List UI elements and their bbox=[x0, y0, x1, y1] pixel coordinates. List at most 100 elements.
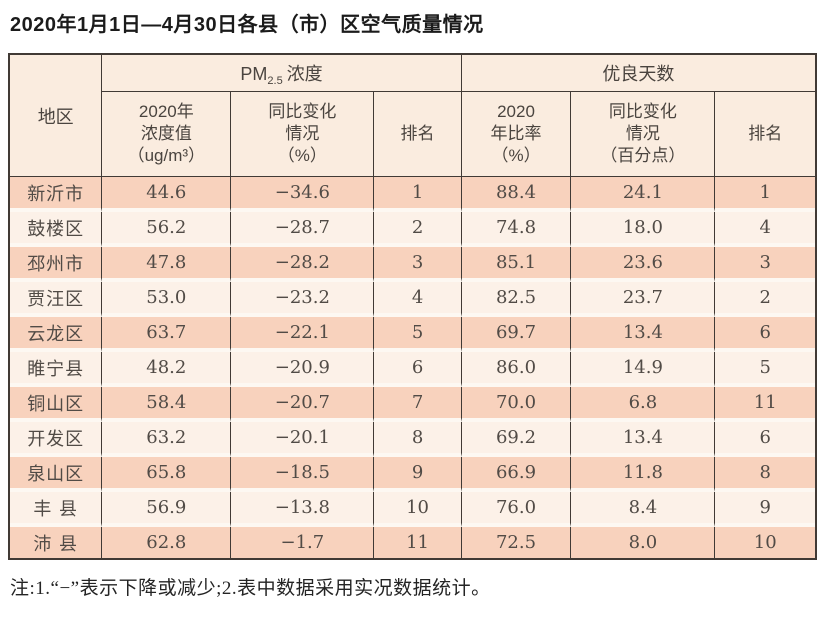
good-change-cell: 11.8 bbox=[571, 457, 716, 492]
pm25-value-cell: 62.8 bbox=[102, 527, 232, 558]
pm25-rank-cell: 8 bbox=[374, 422, 462, 457]
pm25-value-cell: 56.9 bbox=[102, 492, 232, 527]
good-change-column-header: 同比变化 情况 （百分点） bbox=[571, 92, 716, 177]
good-change-cell: 13.4 bbox=[571, 317, 716, 352]
good-rank-cell: 8 bbox=[715, 457, 815, 492]
table-row: 新沂市 44.6 −34.6 1 88.4 24.1 1 bbox=[10, 177, 815, 212]
pm25-rank-cell: 10 bbox=[374, 492, 462, 527]
region-cell: 睢宁县 bbox=[10, 352, 103, 387]
table-footnote: 注:1.“−”表示下降或减少;2.表中数据采用实况数据统计。 bbox=[10, 578, 491, 599]
table-row: 泉山区 65.8 −18.5 9 66.9 11.8 8 bbox=[10, 457, 815, 492]
pm25-value-cell: 44.6 bbox=[102, 177, 232, 212]
good-rate-cell: 69.2 bbox=[461, 422, 572, 457]
region-cell: 鼓楼区 bbox=[10, 212, 103, 247]
table-header: 地区 PM2.5 浓度 优良天数 2020年 浓度值 （ug/m³） 同比变化 情… bbox=[10, 55, 815, 177]
good-rank-cell: 2 bbox=[715, 282, 815, 317]
pm25-change-cell: −13.8 bbox=[231, 492, 375, 527]
pm25-label-prefix: PM bbox=[240, 63, 268, 84]
pm25-rank-cell: 7 bbox=[374, 387, 462, 422]
pm25-change-cell: −28.7 bbox=[231, 212, 375, 247]
region-cell: 邳州市 bbox=[10, 247, 103, 282]
good-change-cell: 18.0 bbox=[571, 212, 716, 247]
region-cell: 沛 县 bbox=[10, 527, 103, 558]
pm25-rank-cell: 4 bbox=[374, 282, 462, 317]
good-rank-cell: 10 bbox=[715, 527, 815, 558]
table-row: 沛 县 62.8 −1.7 11 72.5 8.0 10 bbox=[10, 527, 815, 558]
good-change-cell: 23.7 bbox=[571, 282, 716, 317]
region-cell: 新沂市 bbox=[10, 177, 103, 212]
good-rate-cell: 88.4 bbox=[461, 177, 572, 212]
header-sub-row: 2020年 浓度值 （ug/m³） 同比变化 情况 （%） 排名 2020 年比… bbox=[10, 92, 815, 177]
good-rank-cell: 5 bbox=[715, 352, 815, 387]
pm25-group-header: PM2.5 浓度 bbox=[102, 55, 462, 92]
pm25-rank-cell: 6 bbox=[374, 352, 462, 387]
good-rate-cell: 76.0 bbox=[461, 492, 572, 527]
pm25-rank-cell: 11 bbox=[374, 527, 462, 558]
pm25-change-cell: −20.9 bbox=[231, 352, 375, 387]
region-column-header: 地区 bbox=[10, 55, 103, 177]
good-change-cell: 8.0 bbox=[571, 527, 716, 558]
good-change-cell: 8.4 bbox=[571, 492, 716, 527]
pm25-rank-cell: 3 bbox=[374, 247, 462, 282]
pm25-rank-cell: 2 bbox=[374, 212, 462, 247]
good-rate-column-header: 2020 年比率 （%） bbox=[461, 92, 572, 177]
good-rank-cell: 11 bbox=[715, 387, 815, 422]
good-rate-cell: 70.0 bbox=[461, 387, 572, 422]
pm25-value-cell: 48.2 bbox=[102, 352, 232, 387]
pm25-value-cell: 58.4 bbox=[102, 387, 232, 422]
table-row: 丰 县 56.9 −13.8 10 76.0 8.4 9 bbox=[10, 492, 815, 527]
region-cell: 泉山区 bbox=[10, 457, 103, 492]
good-rank-cell: 6 bbox=[715, 422, 815, 457]
good-rank-cell: 3 bbox=[715, 247, 815, 282]
pm25-rank-cell: 9 bbox=[374, 457, 462, 492]
table-title: 2020年1月1日—4月30日各县（市）区空气质量情况 bbox=[10, 14, 484, 36]
region-cell: 丰 县 bbox=[10, 492, 103, 527]
region-cell: 贾汪区 bbox=[10, 282, 103, 317]
good-rank-cell: 1 bbox=[715, 177, 815, 212]
table-row: 开发区 63.2 −20.1 8 69.2 13.4 6 bbox=[10, 422, 815, 457]
pm25-change-cell: −22.1 bbox=[231, 317, 375, 352]
pm25-label-subscript: 2.5 bbox=[267, 74, 283, 87]
good-rank-cell: 4 bbox=[715, 212, 815, 247]
good-rate-cell: 69.7 bbox=[461, 317, 572, 352]
pm25-change-cell: −23.2 bbox=[231, 282, 375, 317]
region-cell: 云龙区 bbox=[10, 317, 103, 352]
good-change-cell: 6.8 bbox=[571, 387, 716, 422]
good-change-cell: 13.4 bbox=[571, 422, 716, 457]
good-rate-cell: 74.8 bbox=[461, 212, 572, 247]
table-body: 新沂市 44.6 −34.6 1 88.4 24.1 1 鼓楼区 56.2 −28.7 2 74.8 1… bbox=[10, 177, 815, 558]
pm25-change-cell: −28.2 bbox=[231, 247, 375, 282]
good-rate-cell: 85.1 bbox=[461, 247, 572, 282]
article-page: 2020年1月1日—4月30日各县（市）区空气质量情况 地区 PM2.5 浓度 优… bbox=[8, 14, 817, 599]
table-row: 贾汪区 53.0 −23.2 4 82.5 23.7 2 bbox=[10, 282, 815, 317]
good-rate-cell: 66.9 bbox=[461, 457, 572, 492]
pm25-rank-cell: 1 bbox=[374, 177, 462, 212]
good-rank-column-header: 排名 bbox=[715, 92, 815, 177]
air-quality-table: 地区 PM2.5 浓度 优良天数 2020年 浓度值 （ug/m³） 同比变化 情… bbox=[8, 53, 817, 560]
table-row: 铜山区 58.4 −20.7 7 70.0 6.8 11 bbox=[10, 387, 815, 422]
good-change-cell: 24.1 bbox=[571, 177, 716, 212]
pm25-change-cell: −20.1 bbox=[231, 422, 375, 457]
table-row: 云龙区 63.7 −22.1 5 69.7 13.4 6 bbox=[10, 317, 815, 352]
pm25-value-column-header: 2020年 浓度值 （ug/m³） bbox=[102, 92, 232, 177]
region-cell: 开发区 bbox=[10, 422, 103, 457]
table-row: 邳州市 47.8 −28.2 3 85.1 23.6 3 bbox=[10, 247, 815, 282]
pm25-rank-cell: 5 bbox=[374, 317, 462, 352]
header-group-row: 地区 PM2.5 浓度 优良天数 bbox=[10, 55, 815, 177]
pm25-value-cell: 53.0 bbox=[102, 282, 232, 317]
pm25-value-cell: 63.7 bbox=[102, 317, 232, 352]
good-rate-cell: 82.5 bbox=[461, 282, 572, 317]
good-change-cell: 23.6 bbox=[571, 247, 716, 282]
good-rate-cell: 72.5 bbox=[461, 527, 572, 558]
good-rank-cell: 9 bbox=[715, 492, 815, 527]
good-rank-cell: 6 bbox=[715, 317, 815, 352]
pm25-change-cell: −1.7 bbox=[231, 527, 375, 558]
pm25-value-cell: 65.8 bbox=[102, 457, 232, 492]
table-row: 鼓楼区 56.2 −28.7 2 74.8 18.0 4 bbox=[10, 212, 815, 247]
pm25-value-cell: 63.2 bbox=[102, 422, 232, 457]
pm25-rank-column-header: 排名 bbox=[374, 92, 462, 177]
pm25-change-column-header: 同比变化 情况 （%） bbox=[231, 92, 375, 177]
pm25-change-cell: −20.7 bbox=[231, 387, 375, 422]
pm25-label-suffix: 浓度 bbox=[286, 63, 323, 84]
pm25-change-cell: −34.6 bbox=[231, 177, 375, 212]
